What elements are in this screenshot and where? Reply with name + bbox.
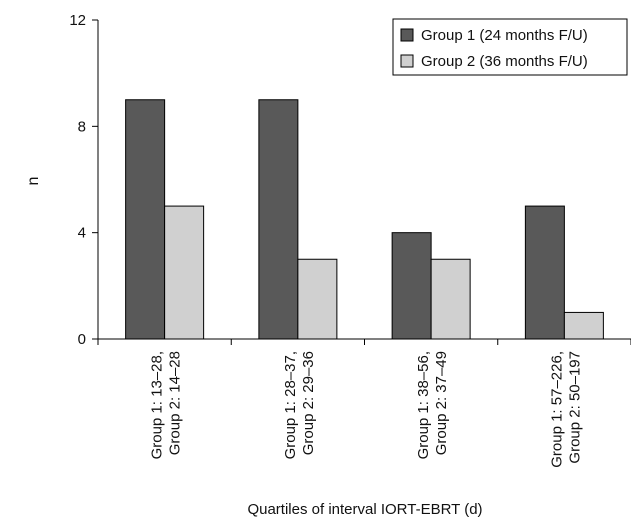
- bar-series-1-category-4: [524, 205, 565, 340]
- legend-label: Group 2 (36 months F/U): [421, 53, 588, 70]
- y-tick-label: 8: [78, 118, 86, 135]
- legend-label: Group 1 (24 months F/U): [421, 27, 588, 44]
- x-tick-label-line: Group 2: 37–49: [433, 351, 450, 455]
- bar-series-2-category-1: [164, 205, 205, 340]
- y-tick-label: 12: [69, 12, 86, 29]
- bars: [125, 99, 604, 340]
- x-tick-label: Group 1: 13–28,Group 2: 14–28: [149, 351, 184, 459]
- bar-series-2-category-2: [297, 258, 338, 340]
- x-tick-labels: Group 1: 13–28,Group 2: 14–28 Group 1: 28…: [149, 351, 584, 468]
- x-tick-label-line: Group 2: 14–28: [167, 351, 184, 455]
- x-tick-label-line: Group 1: 28–37,: [282, 351, 299, 459]
- legend-box: [392, 18, 628, 76]
- y-axis-label: n: [25, 177, 42, 186]
- legend-swatch: [400, 28, 414, 42]
- legend: Group 1 (24 months F/U) Group 2 (36 month…: [392, 18, 628, 76]
- x-tick-label-line: Group 2: 50–197: [566, 351, 583, 464]
- legend-swatch: [400, 54, 414, 68]
- bar-series-1-category-3: [391, 232, 432, 340]
- bar-series-1-category-1: [125, 99, 166, 340]
- x-tick-label-line: Group 1: 13–28,: [149, 351, 166, 459]
- x-tick-label: Group 1: 28–37,Group 2: 29–36: [282, 351, 317, 459]
- y-tick-label: 0: [78, 331, 86, 348]
- x-axis-label: Quartiles of interval IORT-EBRT (d): [247, 501, 482, 518]
- x-tick-label-line: Group 1: 38–56,: [415, 351, 432, 459]
- y-tick-labels: 0 4 8 12: [69, 12, 86, 348]
- bar-series-2-category-3: [430, 258, 471, 340]
- x-tick-label-line: Group 1: 57–226,: [548, 351, 565, 468]
- y-tick-label: 4: [78, 225, 86, 242]
- x-tick-label: Group 1: 57–226,Group 2: 50–197: [548, 351, 583, 468]
- bar-series-1-category-2: [258, 99, 299, 340]
- bar-series-2-category-4: [563, 311, 604, 340]
- x-tick-label-line: Group 2: 29–36: [300, 351, 317, 455]
- x-tick-label: Group 1: 38–56,Group 2: 37–49: [415, 351, 450, 459]
